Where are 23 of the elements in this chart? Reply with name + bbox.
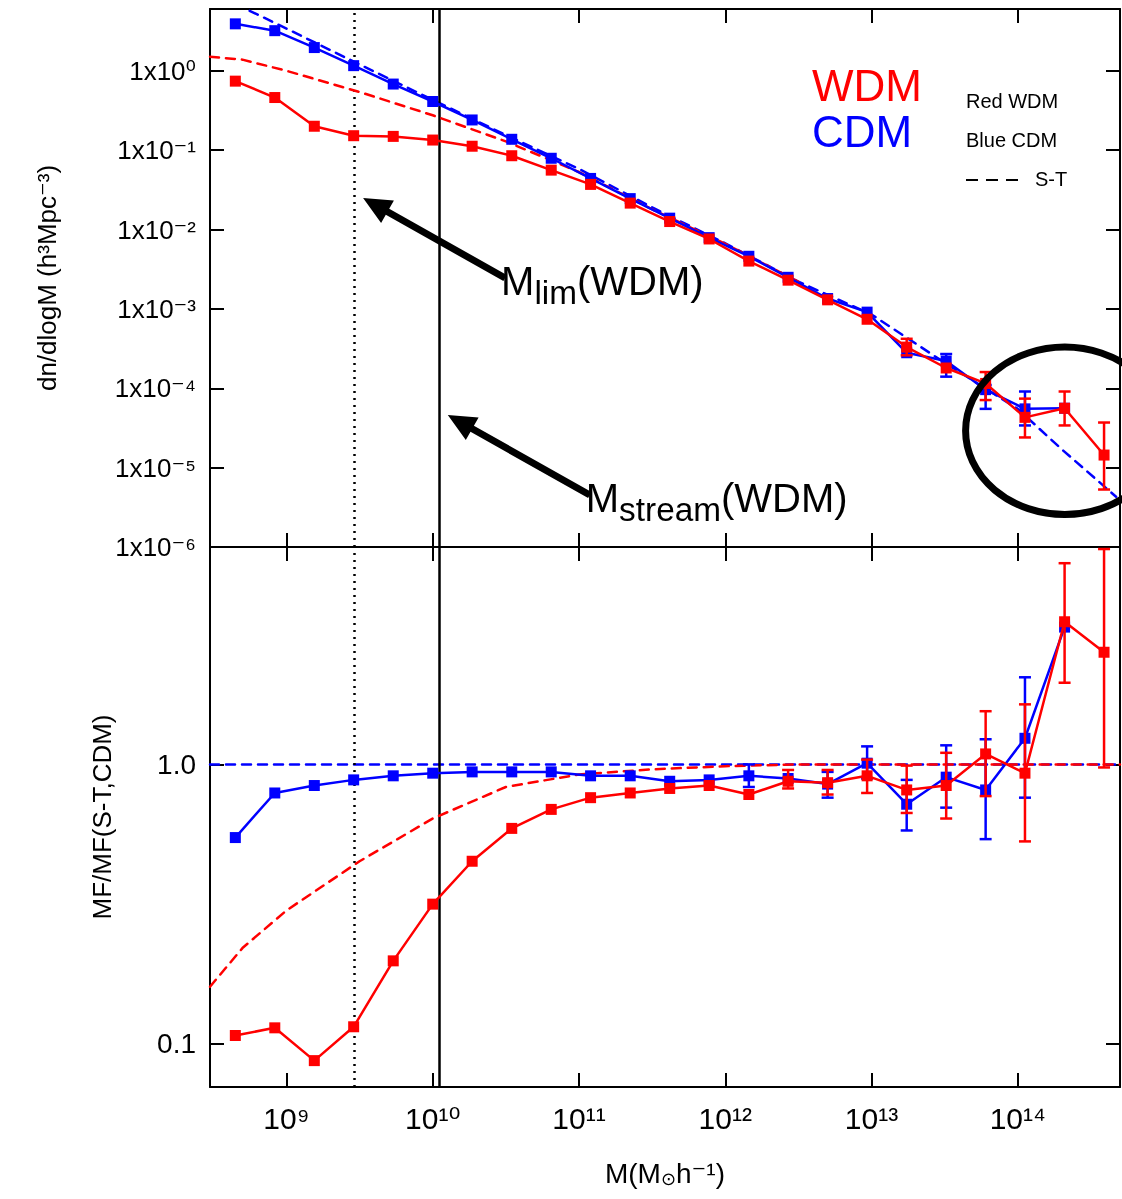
y-tick-label: 0.1 xyxy=(157,1028,196,1060)
y-tick-label: 1x10⁻⁶ xyxy=(115,532,196,562)
x-tick-label: 10¹³ xyxy=(844,1101,899,1135)
annotation: Blue CDM xyxy=(966,129,1058,152)
y-tick-label: 1x10⁻¹ xyxy=(117,135,197,166)
annotation: M$_{lim}$(WDM) xyxy=(501,258,704,313)
x-tick-label: 10⁹ xyxy=(263,1101,310,1135)
y-tick-label: 1x10⁰ xyxy=(129,55,196,86)
y-axis-title: MF/MF(S-T,CDM) xyxy=(87,714,117,920)
x-tick-label: 10¹² xyxy=(698,1101,752,1135)
x-tick-label: 10¹¹ xyxy=(552,1101,606,1135)
y-tick-label: 1x10⁻⁵ xyxy=(115,452,196,483)
y-tick-label: 1x10⁻² xyxy=(117,214,197,245)
annotation: Red WDM xyxy=(966,90,1059,113)
x-axis-title: M(M⊙h⁻¹) xyxy=(604,1158,726,1189)
x-tick-label: 10¹⁴ xyxy=(989,1101,1046,1135)
annotation: M$_{stream}$(WDM) xyxy=(585,475,848,530)
y-tick-label: 1x10⁻³ xyxy=(117,293,197,324)
y-tick-label: 1.0 xyxy=(157,748,196,780)
x-tick-label: 10¹⁰ xyxy=(405,1101,461,1135)
y-tick-label: 1x10⁻⁴ xyxy=(114,373,196,404)
annotation: S-T xyxy=(1035,168,1068,191)
y-axis-title: dn/dlogM (h³Mpc⁻³) xyxy=(32,164,62,392)
